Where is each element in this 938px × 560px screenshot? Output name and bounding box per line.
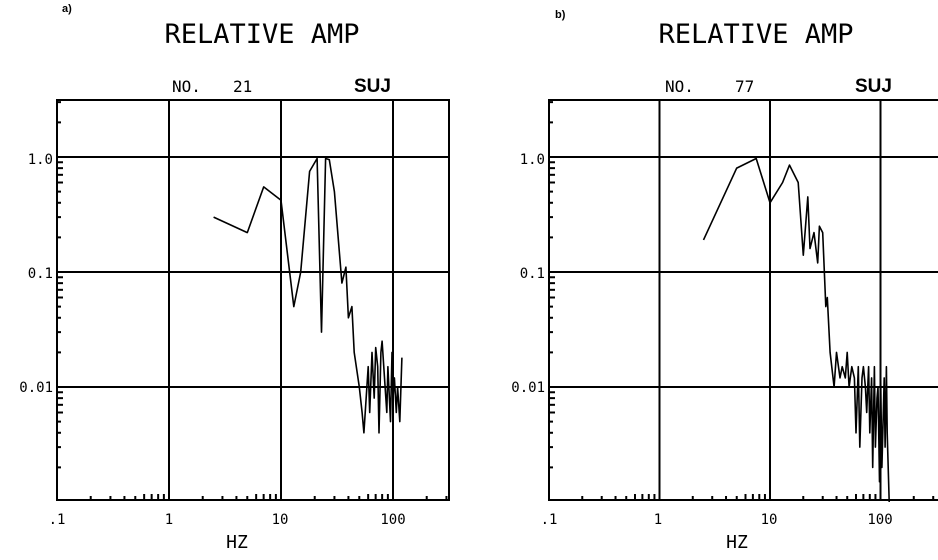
panel-a-minor-ticks bbox=[57, 101, 448, 500]
panel-b-series-line bbox=[702, 157, 890, 503]
panel-a-series-line bbox=[213, 157, 403, 434]
panel-b-ytick-0.01: 0.01 bbox=[511, 380, 545, 396]
panel-a-xlabel: HZ bbox=[226, 532, 248, 553]
panel-b-station: SUJ bbox=[855, 76, 892, 97]
panel-a-xtick-10: 10 bbox=[272, 512, 289, 528]
panel-a-letter: a) bbox=[62, 3, 72, 15]
panel-a-ytick-1: 1.0 bbox=[28, 152, 53, 168]
panel-b: b) RELATIVE AMP NO. 77 SUJ 1.0 0.1 0.01 … bbox=[511, 9, 938, 553]
panel-b-letter: b) bbox=[555, 9, 566, 21]
panel-a-xtick-0.1: .1 bbox=[49, 512, 66, 528]
panel-b-xtick-0.1: .1 bbox=[541, 512, 558, 528]
panel-b-gridlines bbox=[549, 100, 938, 500]
panel-a-xtick-1: 1 bbox=[165, 512, 173, 528]
panel-b-xtick-100: 100 bbox=[867, 512, 892, 528]
panel-b-title: RELATIVE AMP bbox=[658, 19, 853, 50]
panel-a-ytick-0.01: 0.01 bbox=[19, 380, 53, 396]
panel-b-record-label: NO. bbox=[665, 77, 694, 96]
panel-a-title: RELATIVE AMP bbox=[164, 19, 359, 50]
panel-b-ytick-0.1: 0.1 bbox=[520, 266, 545, 282]
panel-a-xtick-100: 100 bbox=[380, 512, 405, 528]
panel-b-xtick-10: 10 bbox=[761, 512, 778, 528]
panel-a-ytick-0.1: 0.1 bbox=[28, 266, 53, 282]
panel-b-xtick-1: 1 bbox=[654, 512, 662, 528]
panel-b-xlabel: HZ bbox=[726, 532, 748, 553]
panel-a-station: SUJ bbox=[354, 76, 391, 97]
panel-a-record-number: 21 bbox=[233, 77, 252, 96]
panel-b-record-number: 77 bbox=[735, 77, 754, 96]
panel-a-record-label: NO. bbox=[172, 77, 201, 96]
panel-b-ytick-1: 1.0 bbox=[520, 152, 545, 168]
panel-a: a) RELATIVE AMP NO. 21 SUJ 1.0 0.1 0.01 … bbox=[19, 3, 450, 553]
panel-b-minor-ticks bbox=[549, 101, 935, 500]
panel-a-gridlines bbox=[57, 100, 449, 500]
panel-a-plot-frame bbox=[56, 99, 450, 501]
